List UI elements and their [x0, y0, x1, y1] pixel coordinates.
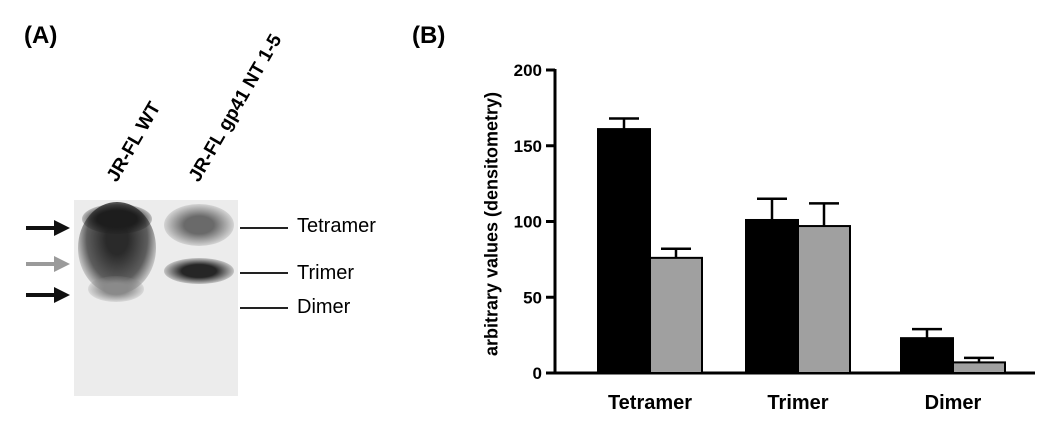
y-tick-label-4: 200	[514, 61, 542, 80]
x-tick-label-trimer: Trimer	[767, 392, 828, 414]
tetramer-arrow-icon	[26, 220, 70, 236]
tetramer-marker-line	[240, 227, 288, 229]
y-tick-label-0: 0	[533, 364, 542, 383]
bar-tetramer-series1	[597, 128, 651, 374]
lane-label-wt: JR-FL WT	[102, 98, 166, 186]
trimer-arrow-icon	[26, 256, 70, 272]
lane2-top-band	[164, 204, 234, 246]
bar-chart: 0 50 100 150 200 Tetramer Trimer Dimer	[514, 61, 1035, 414]
x-tick-label-tetramer: Tetramer	[608, 392, 692, 414]
trimer-marker-line	[240, 272, 288, 274]
y-tick-label-2: 100	[514, 213, 542, 232]
lane1-top-band	[82, 204, 152, 234]
bar-dimer-series1	[900, 337, 954, 374]
bar-tetramer-series2	[649, 256, 703, 374]
bar-trimer-series2	[797, 225, 851, 374]
band-label-trimer: Trimer	[297, 262, 355, 284]
band-label-tetramer: Tetramer	[297, 215, 376, 237]
western-blot-image	[74, 200, 238, 396]
dimer-marker-line	[240, 307, 288, 309]
panel-b-label: (B)	[412, 22, 446, 49]
dimer-arrow-icon	[26, 287, 70, 303]
y-tick-label-3: 150	[514, 137, 542, 156]
x-tick-label-dimer: Dimer	[925, 392, 982, 414]
panel-a-label: (A)	[24, 22, 58, 49]
bar-dimer-series2	[952, 361, 1006, 374]
y-tick-label-1: 50	[523, 288, 542, 307]
lane2-trimer-band	[164, 258, 234, 284]
lane-label-mutant: JR-FL gp41 NT 1-5	[184, 30, 287, 186]
lane1-dimer-smear	[88, 276, 144, 302]
band-label-dimer: Dimer	[297, 296, 351, 318]
bar-trimer-series1	[745, 218, 799, 374]
